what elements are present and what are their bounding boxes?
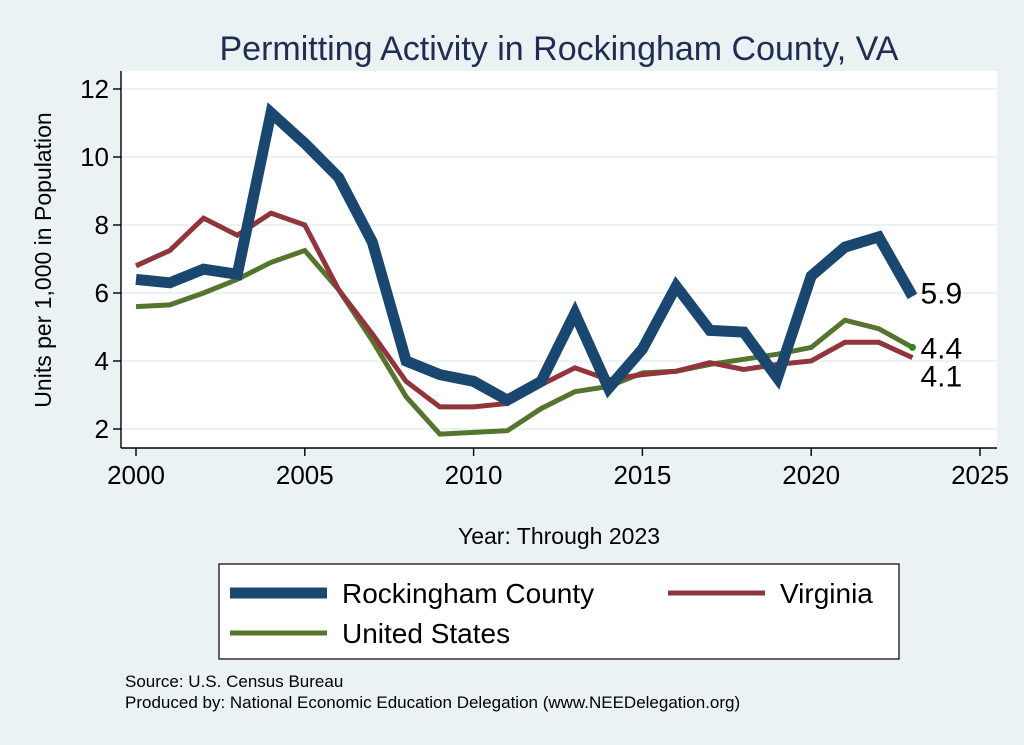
source-line: Source: U.S. Census Bureau — [125, 672, 343, 691]
legend-box — [218, 563, 900, 660]
y-tick-label: 6 — [95, 278, 109, 308]
x-tick-label: 2010 — [445, 460, 503, 490]
series-layer — [134, 102, 918, 437]
y-ticks: 2 4 6 8 10 12 — [80, 74, 121, 444]
y-axis-label: Units per 1,000 in Population — [30, 112, 56, 407]
legend-label-virginia: Virginia — [780, 578, 873, 609]
produced-by-line: Produced by: National Economic Education… — [125, 693, 740, 712]
end-label-united-states: 4.4 — [920, 332, 962, 365]
plot-area — [121, 71, 997, 448]
series-end-marker — [908, 343, 916, 351]
series-line-rockingham-county — [135, 102, 918, 407]
end-labels: 5.9 4.14.4 — [920, 277, 962, 393]
legend-label-united-states: United States — [342, 618, 510, 649]
end-label-virginia: 4.1 — [920, 361, 962, 394]
chart-title: Permitting Activity in Rockingham County… — [219, 30, 898, 68]
x-tick-label: 2000 — [107, 460, 165, 490]
x-tick-label: 2015 — [613, 460, 671, 490]
x-tick-label: 2020 — [782, 460, 840, 490]
x-tick-label: 2005 — [276, 460, 334, 490]
x-axis-label: Year: Through 2023 — [458, 523, 660, 549]
y-tick-label: 4 — [95, 346, 109, 376]
x-tick-label: 2025 — [951, 460, 1009, 490]
legend-label-rockingham-county: Rockingham County — [342, 578, 594, 609]
y-tick-label: 10 — [80, 142, 109, 172]
y-tick-label: 2 — [95, 414, 109, 444]
x-ticks: 2000 2005 2010 2015 2020 2025 — [107, 448, 1009, 490]
y-tick-label: 8 — [95, 210, 109, 240]
legend: Rockingham County Virginia United States — [230, 578, 873, 649]
y-tick-label: 12 — [80, 74, 109, 104]
end-label-rockingham-county: 5.9 — [920, 277, 962, 310]
